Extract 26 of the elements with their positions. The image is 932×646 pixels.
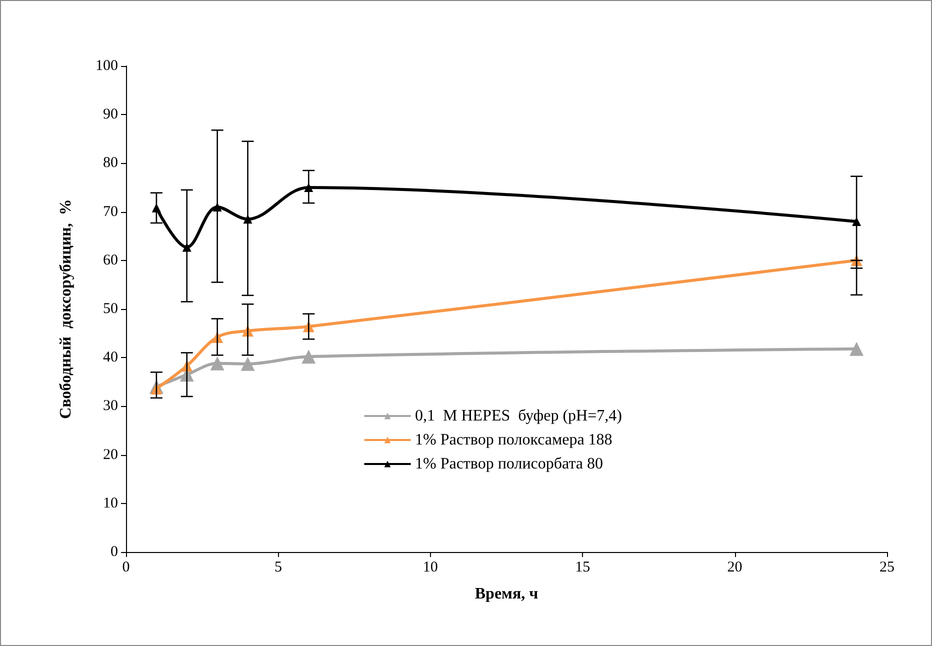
legend-label: 1% Раствор полисорбата 80 bbox=[415, 456, 603, 472]
y-tick-label: 30 bbox=[103, 398, 118, 414]
x-tick-label: 25 bbox=[880, 560, 894, 576]
x-tick-label: 15 bbox=[575, 560, 590, 576]
y-tick-label: 70 bbox=[103, 204, 118, 220]
y-tick-label: 60 bbox=[103, 252, 118, 268]
y-tick-label: 100 bbox=[96, 58, 118, 74]
legend-label: 1% Раствор полоксамера 188 bbox=[415, 432, 612, 448]
y-tick-label: 20 bbox=[103, 446, 118, 463]
y-tick-label: 40 bbox=[103, 350, 118, 366]
y-tick-label: 90 bbox=[103, 106, 118, 123]
y-axis-title: Свободный доксорубицин, % bbox=[58, 199, 74, 419]
point bbox=[210, 356, 224, 370]
legend-label: 0,1 М HEPES буфер (pH=7,4) bbox=[415, 408, 622, 424]
x-tick-label: 10 bbox=[422, 560, 438, 576]
y-tick-label: 0 bbox=[110, 544, 118, 560]
point bbox=[302, 350, 316, 364]
x-axis-title: Время, ч bbox=[474, 586, 538, 602]
y-tick-label: 50 bbox=[103, 301, 118, 317]
point bbox=[240, 356, 255, 371]
y-tick-label: 80 bbox=[103, 155, 118, 172]
x-tick-label: 20 bbox=[727, 560, 742, 576]
x-tick-label: 0 bbox=[122, 560, 130, 576]
x-tick-label: 5 bbox=[274, 560, 282, 576]
point bbox=[850, 342, 864, 356]
y-tick-label: 10 bbox=[103, 495, 118, 512]
